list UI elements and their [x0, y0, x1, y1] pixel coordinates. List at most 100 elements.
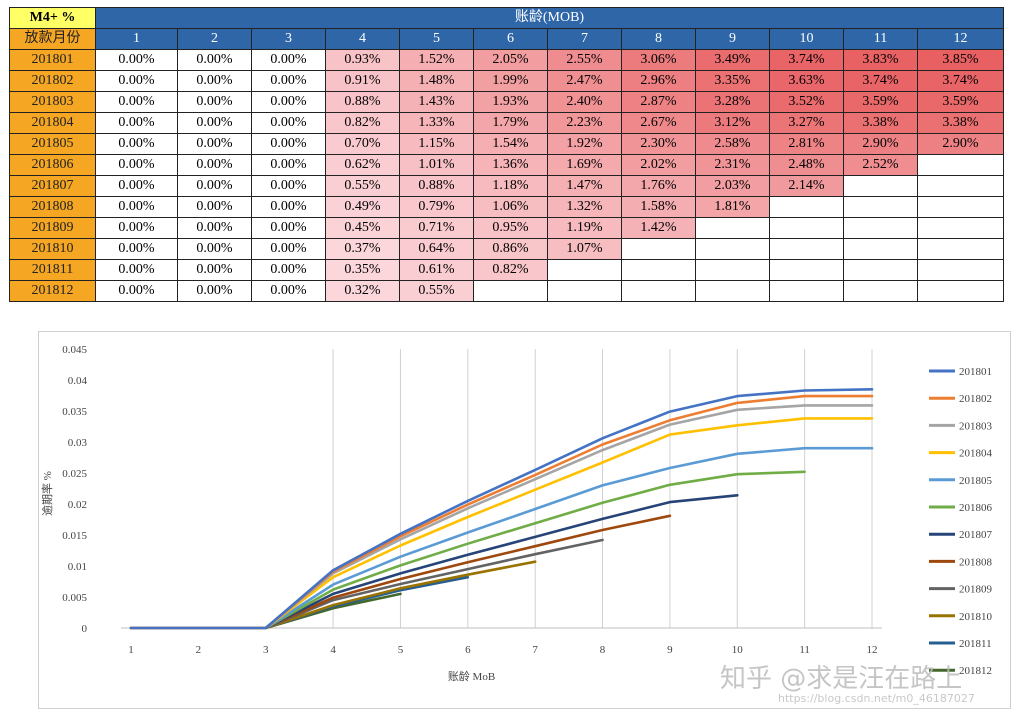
rate-cell: 0.79% [399, 196, 474, 218]
series-line [129, 404, 874, 630]
x-axis-title: 账龄 MoB [448, 669, 495, 683]
rate-cell: 0.00% [177, 175, 252, 197]
rate-cell [917, 196, 1004, 218]
mob-header: 2 [177, 28, 252, 50]
mob-header: 1 [95, 28, 178, 50]
rate-cell: 0.55% [399, 280, 474, 302]
rate-cell: 2.96% [621, 70, 696, 92]
rate-cell [695, 259, 770, 281]
legend-label: 201808 [959, 556, 993, 568]
loan-month: 201810 [9, 238, 96, 260]
rate-cell: 0.00% [251, 70, 326, 92]
rate-cell: 2.03% [695, 175, 770, 197]
table-row: 201806 0.00% 0.00% 0.00% 0.62% 1.01% 1.36% 1.69… [9, 154, 1004, 176]
rate-cell: 3.59% [917, 91, 1004, 113]
rate-cell: 0.93% [325, 49, 400, 71]
rate-cell: 0.95% [473, 217, 548, 239]
rate-cell: 1.01% [399, 154, 474, 176]
mob-header: 9 [695, 28, 770, 50]
rate-cell [695, 217, 770, 239]
rate-cell: 0.00% [251, 133, 326, 155]
y-tick-label: 0.01 [68, 561, 87, 573]
rate-cell [843, 259, 918, 281]
mob-header: 11 [843, 28, 918, 50]
table-row: 201804 0.00% 0.00% 0.00% 0.82% 1.33% 1.79% 2.23… [9, 112, 1004, 134]
x-tick-label: 2 [196, 644, 202, 656]
series-line [129, 446, 874, 630]
rate-cell: 1.18% [473, 175, 548, 197]
rate-cell [769, 280, 844, 302]
rate-cell: 2.67% [621, 112, 696, 134]
rate-cell: 2.23% [547, 112, 622, 134]
y-tick-label: 0.03 [68, 437, 88, 449]
rate-cell [621, 280, 696, 302]
rate-cell: 2.52% [843, 154, 918, 176]
rate-cell: 2.14% [769, 175, 844, 197]
rate-cell: 2.31% [695, 154, 770, 176]
rate-cell: 0.00% [95, 259, 178, 281]
legend-label: 201801 [959, 366, 992, 378]
rate-cell: 3.59% [843, 91, 918, 113]
rate-cell [473, 280, 548, 302]
table-row: 201803 0.00% 0.00% 0.00% 0.88% 1.43% 1.93% 2.40… [9, 91, 1004, 113]
table-row: 201802 0.00% 0.00% 0.00% 0.91% 1.48% 1.99% 2.47… [9, 70, 1004, 92]
rate-cell: 0.45% [325, 217, 400, 239]
rate-cell: 0.00% [251, 175, 326, 197]
legend-label: 201804 [959, 448, 993, 460]
rate-cell [917, 238, 1004, 260]
legend-label: 201807 [959, 529, 993, 541]
rate-cell: 0.00% [177, 91, 252, 113]
rate-cell: 2.30% [621, 133, 696, 155]
line-chart: 0 0.005 0.01 0.015 0.02 0.025 0.03 0.035 0.04 0.0… [40, 344, 993, 683]
rate-cell: 0.61% [399, 259, 474, 281]
rate-cell: 2.58% [695, 133, 770, 155]
rate-cell [917, 280, 1004, 302]
rate-cell: 0.00% [95, 280, 178, 302]
legend-label: 201811 [959, 638, 992, 650]
rate-cell: 3.27% [769, 112, 844, 134]
rate-cell: 1.47% [547, 175, 622, 197]
x-tick-label: 7 [532, 644, 538, 656]
series-line [129, 394, 874, 630]
rate-cell: 1.33% [399, 112, 474, 134]
rate-cell: 3.35% [695, 70, 770, 92]
rate-cell: 0.91% [325, 70, 400, 92]
rate-cell: 0.00% [251, 238, 326, 260]
rate-cell: 0.35% [325, 259, 400, 281]
rate-cell: 0.00% [177, 280, 252, 302]
rate-cell: 1.79% [473, 112, 548, 134]
mob-header: 4 [325, 28, 400, 50]
rate-cell: 0.00% [95, 112, 178, 134]
rate-cell: 2.47% [547, 70, 622, 92]
rate-cell [843, 196, 918, 218]
rate-cell: 0.00% [251, 154, 326, 176]
rate-cell: 0.00% [251, 280, 326, 302]
table-row: 201810 0.00% 0.00% 0.00% 0.37% 0.64% 0.86% 1.07… [9, 238, 1004, 260]
rate-cell: 0.88% [399, 175, 474, 197]
legend-label: 201803 [959, 420, 993, 432]
rate-cell: 0.00% [95, 49, 178, 71]
loan-month: 201811 [9, 259, 96, 281]
rate-cell [917, 259, 1004, 281]
loan-month: 201804 [9, 112, 96, 134]
loan-month: 201802 [9, 70, 96, 92]
rate-cell: 0.55% [325, 175, 400, 197]
rate-cell: 0.00% [251, 49, 326, 71]
rate-cell: 0.00% [177, 196, 252, 218]
rate-cell: 0.62% [325, 154, 400, 176]
x-tick-label: 9 [667, 644, 673, 656]
rate-cell: 1.58% [621, 196, 696, 218]
rate-cell: 0.00% [177, 49, 252, 71]
mob-header: 7 [547, 28, 622, 50]
rate-cell: 0.88% [325, 91, 400, 113]
rate-cell: 1.07% [547, 238, 622, 260]
rate-cell: 0.00% [95, 196, 178, 218]
rate-cell [843, 175, 918, 197]
rate-cell: 1.06% [473, 196, 548, 218]
rate-cell: 0.00% [251, 112, 326, 134]
rate-cell [843, 217, 918, 239]
rate-cell: 0.00% [95, 217, 178, 239]
rate-cell: 0.00% [251, 217, 326, 239]
watermark-url: https://blog.csdn.net/m0_46187027 [778, 692, 975, 705]
mob-header: 5 [399, 28, 474, 50]
